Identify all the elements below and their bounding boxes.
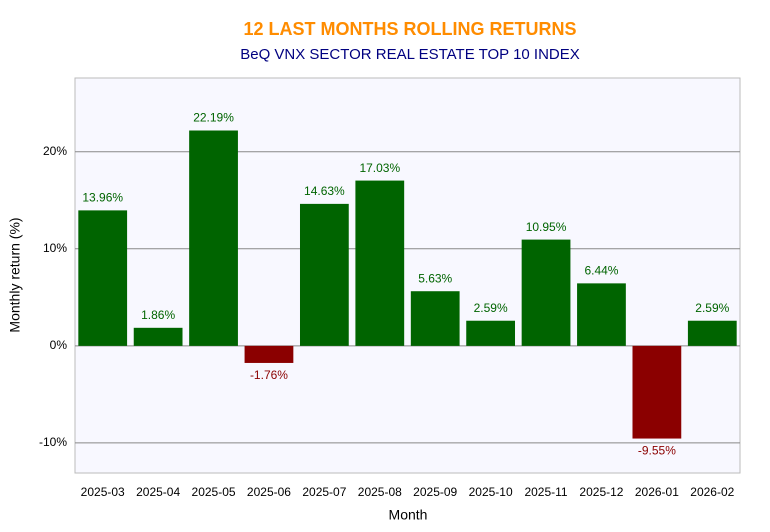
bar <box>687 320 737 346</box>
bar <box>133 327 183 346</box>
y-tick-label: 10% <box>43 241 67 255</box>
bar <box>189 130 238 346</box>
y-tick-label: 20% <box>43 144 67 158</box>
bar <box>78 210 128 346</box>
data-label: -1.76% <box>250 368 288 382</box>
data-label: 5.63% <box>418 271 452 285</box>
x-tick-label: 2025-10 <box>469 485 513 499</box>
chart-title: 12 LAST MONTHS ROLLING RETURNS <box>243 19 576 39</box>
x-tick-label: 2025-08 <box>358 485 402 499</box>
x-tick-label: 2025-09 <box>413 485 457 499</box>
data-label: 2.59% <box>474 301 508 315</box>
data-label: 17.03% <box>359 161 400 175</box>
plot-area <box>74 77 741 474</box>
data-label: 2.59% <box>695 301 729 315</box>
y-axis-label: Monthly return (%) <box>7 217 23 332</box>
x-axis-label: Month <box>389 507 428 523</box>
x-tick-label: 2025-07 <box>302 485 346 499</box>
x-tick-label: 2025-03 <box>81 485 125 499</box>
data-label: 6.44% <box>584 264 618 278</box>
bar <box>632 345 682 439</box>
x-tick-label: 2025-11 <box>524 485 567 499</box>
x-tick-label: 2026-01 <box>635 485 679 499</box>
data-label: 10.95% <box>526 220 567 234</box>
x-tick-label: 2026-02 <box>690 485 734 499</box>
x-tick-label: 2025-04 <box>136 485 180 499</box>
y-tick-label: -10% <box>39 435 67 449</box>
chart-subtitle: BeQ VNX SECTOR REAL ESTATE TOP 10 INDEX <box>240 46 580 63</box>
bar <box>244 345 294 363</box>
data-label: 14.63% <box>304 184 345 198</box>
x-tick-label: 2025-06 <box>247 485 291 499</box>
data-label: 13.96% <box>82 191 123 205</box>
bar <box>355 180 405 346</box>
data-label: 22.19% <box>193 111 234 125</box>
y-tick-label: 0% <box>50 338 68 352</box>
bar <box>299 203 349 346</box>
x-tick-label: 2025-12 <box>579 485 623 499</box>
data-label: 1.86% <box>141 308 175 322</box>
bar <box>521 239 571 346</box>
bar <box>466 320 516 346</box>
x-tick-label: 2025-05 <box>192 485 236 499</box>
bar <box>410 291 460 346</box>
bar <box>577 283 626 346</box>
data-label: -9.55% <box>638 444 676 458</box>
